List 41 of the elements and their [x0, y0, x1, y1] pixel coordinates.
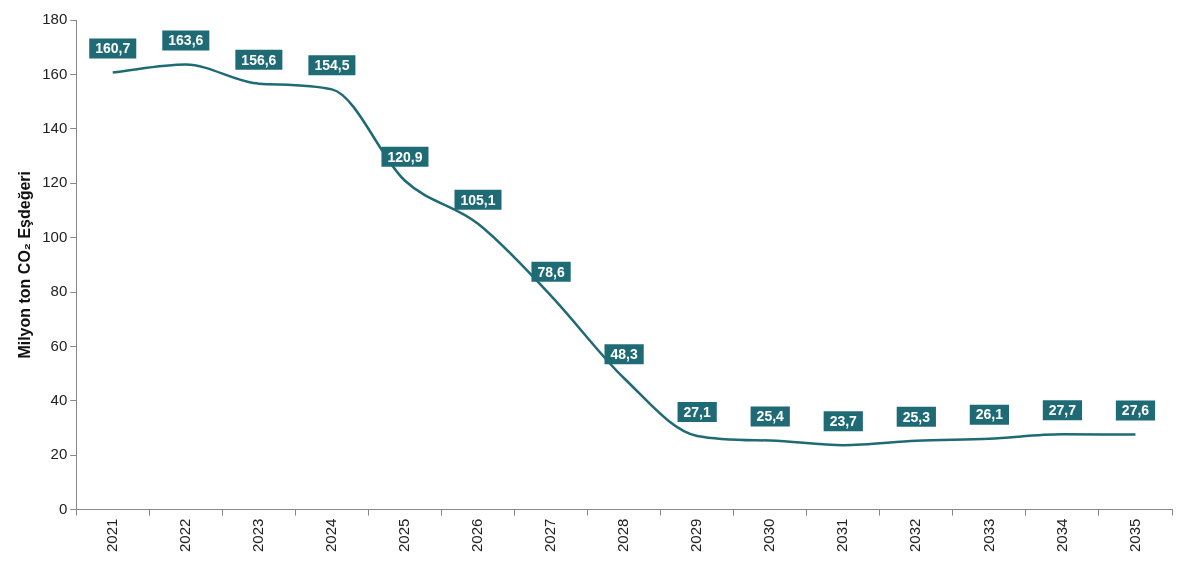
y-tick-label: 80 [50, 282, 68, 300]
data-label: 26,1 [975, 406, 1004, 423]
x-tick-label: 2024 [322, 518, 340, 553]
x-tick-label: 2031 [833, 518, 851, 553]
x-tick-label: 2027 [541, 518, 559, 553]
x-tick-label: 2023 [249, 518, 266, 553]
y-axis-title: Milyon ton CO₂ Eşdeğeri [16, 171, 34, 359]
y-tick-label: 180 [42, 10, 68, 28]
data-label: 120,9 [387, 148, 423, 165]
data-label: 25,3 [902, 408, 931, 425]
y-tick-label: 160 [42, 64, 68, 82]
data-label: 27,6 [1121, 402, 1150, 419]
x-tick-label: 2034 [1052, 518, 1070, 553]
x-tick-label: 2035 [1125, 518, 1143, 553]
x-tick-label: 2026 [468, 518, 486, 553]
y-tick-label: 0 [58, 499, 68, 517]
y-tick-label: 20 [50, 445, 68, 463]
y-tick-label: 120 [42, 173, 68, 191]
y-tick-label: 40 [50, 390, 68, 408]
x-tick-label: 2021 [102, 518, 120, 553]
x-tick-label: 2025 [395, 518, 413, 553]
x-tick-label: 2032 [906, 518, 924, 553]
y-tick-label: 100 [42, 227, 68, 245]
data-label: 160,7 [95, 40, 131, 57]
data-label: 23,7 [829, 413, 858, 430]
data-label: 27,7 [1048, 402, 1077, 419]
data-label: 163,6 [168, 32, 204, 49]
data-label: 154,5 [314, 57, 350, 74]
x-tick-label: 2030 [760, 518, 778, 553]
y-tick-label: 140 [42, 118, 68, 136]
x-tick-label: 2022 [175, 518, 193, 553]
data-label: 156,6 [241, 51, 277, 68]
data-label: 48,3 [610, 346, 638, 363]
x-tick-label: 2033 [979, 518, 997, 553]
x-tick-label: 2028 [614, 518, 632, 553]
data-label: 78,6 [537, 263, 565, 280]
y-tick-label: 60 [50, 336, 68, 354]
data-label: 25,4 [756, 408, 785, 425]
data-label: 105,1 [460, 191, 496, 208]
x-tick-label: 2029 [687, 518, 705, 553]
data-label: 27,1 [683, 403, 711, 420]
